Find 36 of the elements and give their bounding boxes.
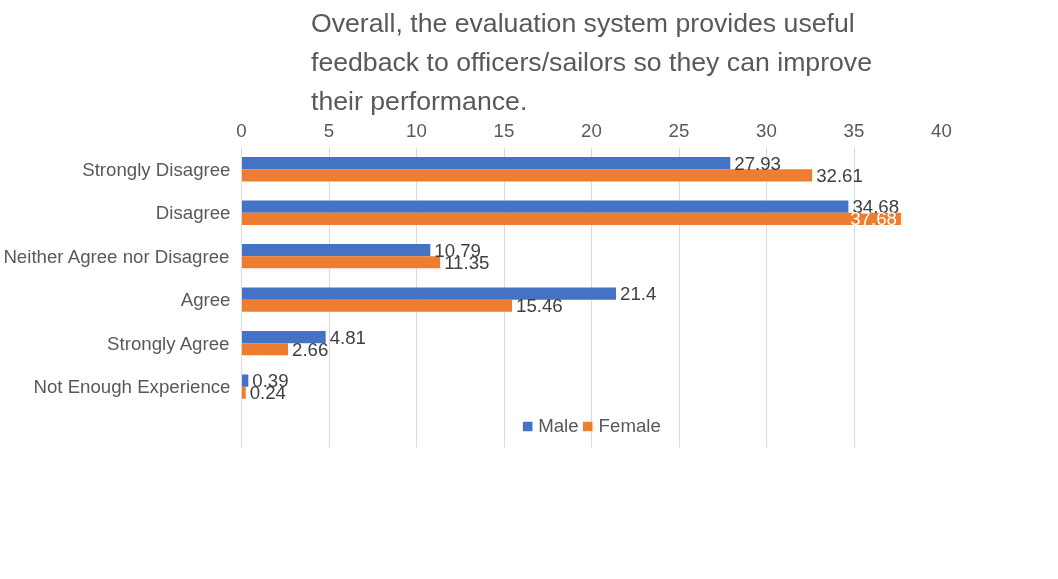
chart-title: Overall, the evaluation system provides useful feedback to officers/sailors so they can improve their performance. (310, 7, 873, 116)
y-tick-label: Not Enough Experience (33, 376, 231, 398)
data-label: 27.93 (734, 152, 781, 174)
bar (241, 299, 513, 312)
x-tick-label: 5 (323, 119, 335, 141)
x-tick-label: 40 (931, 119, 952, 141)
bar (241, 386, 246, 399)
bar (241, 287, 616, 300)
data-label: 4.81 (329, 326, 366, 348)
legend-label: Male (538, 415, 579, 437)
x-tick-label: 0 (236, 119, 247, 141)
x-tick-label: 35 (843, 119, 865, 141)
bar (241, 343, 289, 356)
legend-label: Female (598, 415, 661, 437)
data-label: 15.46 (516, 295, 563, 317)
x-tick-label: 15 (493, 119, 515, 141)
y-tick-label: Strongly Disagree (82, 158, 231, 180)
y-tick-label: Agree (180, 289, 231, 311)
x-tick-label: 30 (756, 119, 777, 141)
y-tick-label: Strongly Agree (107, 332, 230, 354)
bar (241, 212, 901, 225)
data-label: 32.61 (816, 164, 863, 186)
bar (241, 330, 326, 344)
x-tick-label: 10 (406, 119, 427, 141)
bar (241, 374, 249, 387)
data-label: 2.66 (292, 338, 329, 360)
bar (241, 256, 441, 269)
bar (241, 169, 813, 182)
y-tick-label: Neither Agree nor Disagree (3, 245, 230, 267)
x-tick-label: 20 (581, 119, 602, 141)
bar (241, 200, 849, 213)
bar (241, 244, 431, 257)
bar (241, 157, 731, 170)
x-tick-label: 25 (668, 119, 690, 141)
data-label: 21.4 (620, 283, 657, 305)
y-tick-label: Disagree (155, 202, 231, 224)
